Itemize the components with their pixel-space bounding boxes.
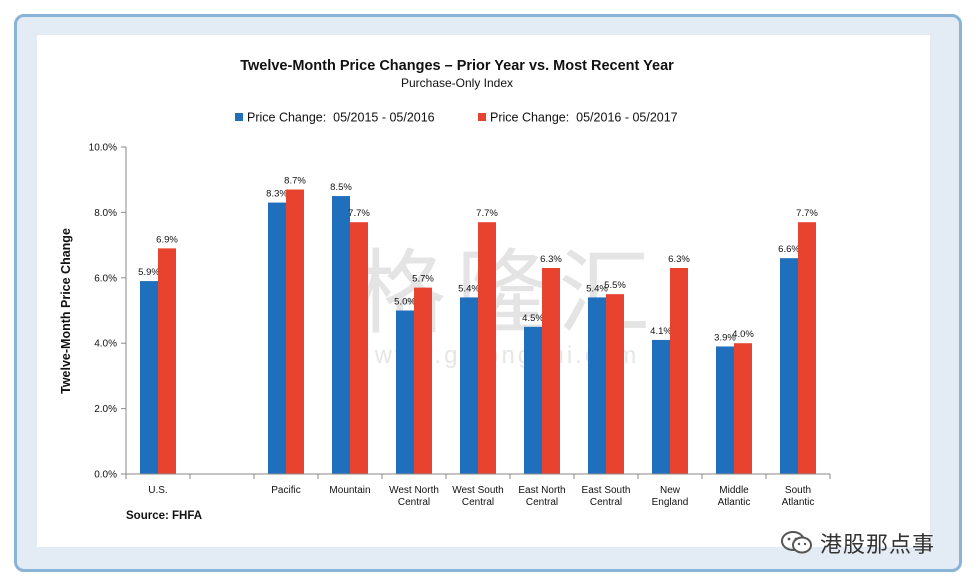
bar xyxy=(670,267,688,474)
bar xyxy=(524,326,542,474)
bar xyxy=(716,346,734,474)
bar xyxy=(332,196,350,475)
bar-value-label: 6.6% xyxy=(778,244,800,255)
y-tick-label: 10.0% xyxy=(89,143,117,154)
bar xyxy=(780,258,798,474)
x-category-label: West South xyxy=(452,485,504,496)
bar xyxy=(286,189,304,474)
bar xyxy=(798,222,816,474)
bar-value-label: 6.9% xyxy=(156,234,178,245)
x-category-label: Central xyxy=(398,497,430,508)
x-category-label: West North xyxy=(389,485,439,496)
x-category-label: Atlantic xyxy=(782,497,815,508)
x-category-label: Central xyxy=(462,497,494,508)
x-category-label: Middle xyxy=(719,485,749,496)
x-category-label: U.S. xyxy=(148,485,167,496)
legend-swatch xyxy=(235,113,243,121)
chart-title: Twelve-Month Price Changes – Prior Year … xyxy=(240,58,674,74)
bar-value-label: 6.3% xyxy=(668,254,690,265)
bar xyxy=(414,287,432,474)
bar-value-label: 7.7% xyxy=(348,208,370,219)
bar-value-label: 5.5% xyxy=(604,280,626,291)
bar xyxy=(396,310,414,474)
legend-swatch xyxy=(478,113,486,121)
bar-value-label: 7.7% xyxy=(796,208,818,219)
bar-value-label: 5.4% xyxy=(458,283,480,294)
x-category-label: Atlantic xyxy=(718,497,751,508)
bar xyxy=(588,297,606,474)
x-category-label: South xyxy=(785,485,811,496)
legend: Price Change: 05/2015 - 05/2016 Price Cha… xyxy=(235,111,678,125)
bar-value-label: 5.7% xyxy=(412,274,434,285)
bar-value-label: 5.0% xyxy=(394,297,416,308)
bar-value-label: 8.5% xyxy=(330,182,352,193)
source-note: Source: FHFA xyxy=(126,510,202,522)
bar-value-label: 4.0% xyxy=(732,329,754,340)
wechat-account-name: 港股那点事 xyxy=(820,533,936,558)
bar-value-label: 5.4% xyxy=(586,283,608,294)
y-tick-label: 8.0% xyxy=(94,208,117,219)
wechat-account-badge: 港股那点事 xyxy=(780,527,935,559)
wechat-icon xyxy=(781,531,812,554)
bar-value-label: 4.5% xyxy=(522,313,544,324)
y-tick-label: 2.0% xyxy=(94,404,117,415)
bar-value-label: 3.9% xyxy=(714,332,736,343)
x-category-label: East South xyxy=(582,485,631,496)
bar xyxy=(606,294,624,474)
y-tick-label: 6.0% xyxy=(94,273,117,284)
y-axis: 0.0% 2.0% 4.0% 6.0% 8.0% 10.0% xyxy=(89,143,127,481)
chart-subtitle: Purchase-Only Index xyxy=(401,76,513,90)
bar-value-label: 4.1% xyxy=(650,326,672,337)
legend-label: Price Change: 05/2016 - 05/2017 xyxy=(490,111,678,125)
bar-value-label: 6.3% xyxy=(540,254,562,265)
bars: 5.9% 6.9% 8.3% 8.7% 8.5% 7.7% 5.0% 5.7% 5.4% 7.7%… xyxy=(138,176,818,475)
x-category-label: Mountain xyxy=(329,485,370,496)
bar-value-label: 5.9% xyxy=(138,267,160,278)
x-category-label: Central xyxy=(526,497,558,508)
legend-label: Price Change: 05/2015 - 05/2016 xyxy=(247,111,435,125)
x-category-label: Central xyxy=(590,497,622,508)
bar xyxy=(140,281,158,474)
bar xyxy=(268,202,286,474)
bar-value-label: 8.3% xyxy=(266,189,288,200)
bar-value-label: 7.7% xyxy=(476,208,498,219)
y-axis-title: Twelve-Month Price Change xyxy=(59,228,73,394)
bar-value-label: 8.7% xyxy=(284,176,306,187)
y-tick-label: 4.0% xyxy=(94,339,117,350)
bar xyxy=(158,248,176,474)
bar-chart: 格隆汇 www.gelonghui.com Twelve-Month Price… xyxy=(59,58,831,522)
x-category-label: Pacific xyxy=(271,485,300,496)
x-axis: U.S. Pacific Mountain West NorthCentralWest… xyxy=(125,473,831,508)
bar xyxy=(460,297,478,474)
bar xyxy=(652,339,670,474)
bar xyxy=(478,222,496,474)
bar xyxy=(734,343,752,474)
x-category-label: New xyxy=(660,485,681,496)
y-tick-label: 0.0% xyxy=(94,470,117,481)
chart-panel: 格隆汇 www.gelonghui.com Twelve-Month Price… xyxy=(37,35,930,547)
bar xyxy=(542,267,560,474)
bar xyxy=(350,222,368,474)
x-category-label: East North xyxy=(518,485,565,496)
x-category-label: England xyxy=(652,497,689,508)
